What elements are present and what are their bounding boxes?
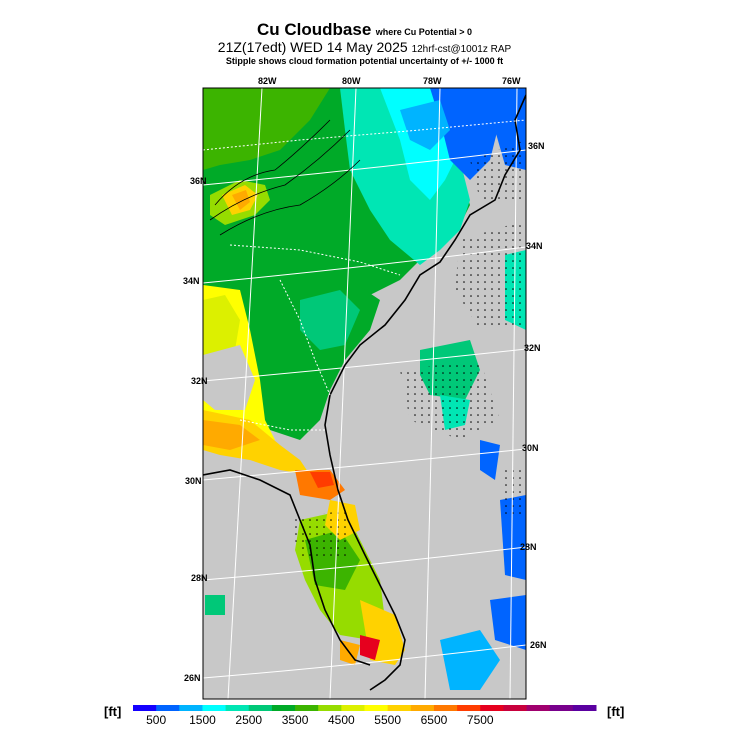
- colorbar-swatch: [271, 705, 296, 711]
- colorbar-unit-right: [ft]: [607, 704, 625, 719]
- title-main: Cu Cloudbase: [256, 20, 372, 39]
- colorbar-swatch: [202, 705, 227, 711]
- lat-label-left-28n: 28N: [191, 573, 208, 583]
- lon-label-82w: 82W: [258, 76, 277, 86]
- colorbar-swatch: [364, 705, 389, 711]
- colorbar-swatch: [433, 705, 458, 711]
- lat-label-left-36n: 36N: [190, 176, 207, 186]
- colorbar-swatch: [179, 705, 203, 711]
- colorbar-swatch: [503, 705, 528, 711]
- lat-label-right-26n: 26N: [530, 640, 547, 650]
- lat-label-left-34n: 34N: [183, 276, 200, 286]
- state-borders: [203, 119, 526, 431]
- colorbar-swatch: [572, 705, 597, 711]
- colorbar-swatch: [410, 705, 435, 711]
- colorbar-swatch: [526, 705, 551, 711]
- colorbar-swatch: [318, 705, 342, 711]
- valid-time-line: 21Z(17edt) WED 14 May 2025 12hrf-cst@100…: [0, 39, 729, 55]
- lon-label-80w: 80W: [342, 76, 361, 86]
- colorbar-swatch: [133, 705, 157, 711]
- colorbar-tick-label: 500: [146, 713, 166, 727]
- lon-label-78w: 78W: [423, 76, 442, 86]
- coastline: [203, 94, 526, 691]
- colorbar-swatch: [156, 705, 180, 711]
- lat-label-left-30n: 30N: [185, 476, 202, 486]
- colorbar-swatch: [248, 705, 273, 711]
- colorbar-tick-label: 5500: [374, 713, 401, 727]
- colorbar-unit-left: [ft]: [104, 704, 122, 719]
- colorbar-tick-label: 4500: [328, 713, 355, 727]
- lat-label-left-32n: 32N: [191, 376, 208, 386]
- colorbar-tick-label: 1500: [189, 713, 216, 727]
- colorbar-swatch: [225, 705, 250, 711]
- terrain-contours: [209, 119, 361, 236]
- lat-label-right-36n: 36N: [528, 141, 545, 151]
- colorbar-tick-label: 2500: [235, 713, 262, 727]
- colorbar-tick-label: 6500: [421, 713, 448, 727]
- uncertainty-stipple: [290, 140, 526, 560]
- map-title: Cu Cloudbase where Cu Potential > 0: [0, 20, 729, 40]
- colorbar-swatch: [295, 705, 319, 711]
- lat-label-right-32n: 32N: [524, 343, 541, 353]
- colorbar-tick-label: 7500: [467, 713, 494, 727]
- colorbar: 500 1500 2500 3500 4500 5500 6500 7500: [133, 705, 597, 727]
- colorbar-swatch: [341, 705, 365, 711]
- colorbar-swatch: [387, 705, 412, 711]
- lat-label-left-26n: 26N: [184, 673, 201, 683]
- colorbar-tick-label: 3500: [282, 713, 309, 727]
- colorbar-swatch: [549, 705, 574, 711]
- stipple-note: Stipple shows cloud formation potential …: [225, 56, 504, 66]
- lat-label-right-28n: 28N: [520, 542, 537, 552]
- colorbar-swatch: [480, 705, 504, 711]
- cloudbase-field: [203, 88, 526, 690]
- run-info: 12hrf-cst@1001z RAP: [411, 44, 512, 55]
- lon-label-76w: 76W: [502, 76, 521, 86]
- valid-time: 21Z(17edt) WED 14 May 2025: [217, 39, 408, 55]
- lat-label-right-30n: 30N: [522, 443, 539, 453]
- map-frame: [202, 87, 527, 700]
- lat-lon-grid: [203, 88, 526, 699]
- colorbar-swatch: [457, 705, 481, 711]
- title-note: where Cu Potential > 0: [375, 27, 473, 37]
- lat-label-right-34n: 34N: [526, 241, 543, 251]
